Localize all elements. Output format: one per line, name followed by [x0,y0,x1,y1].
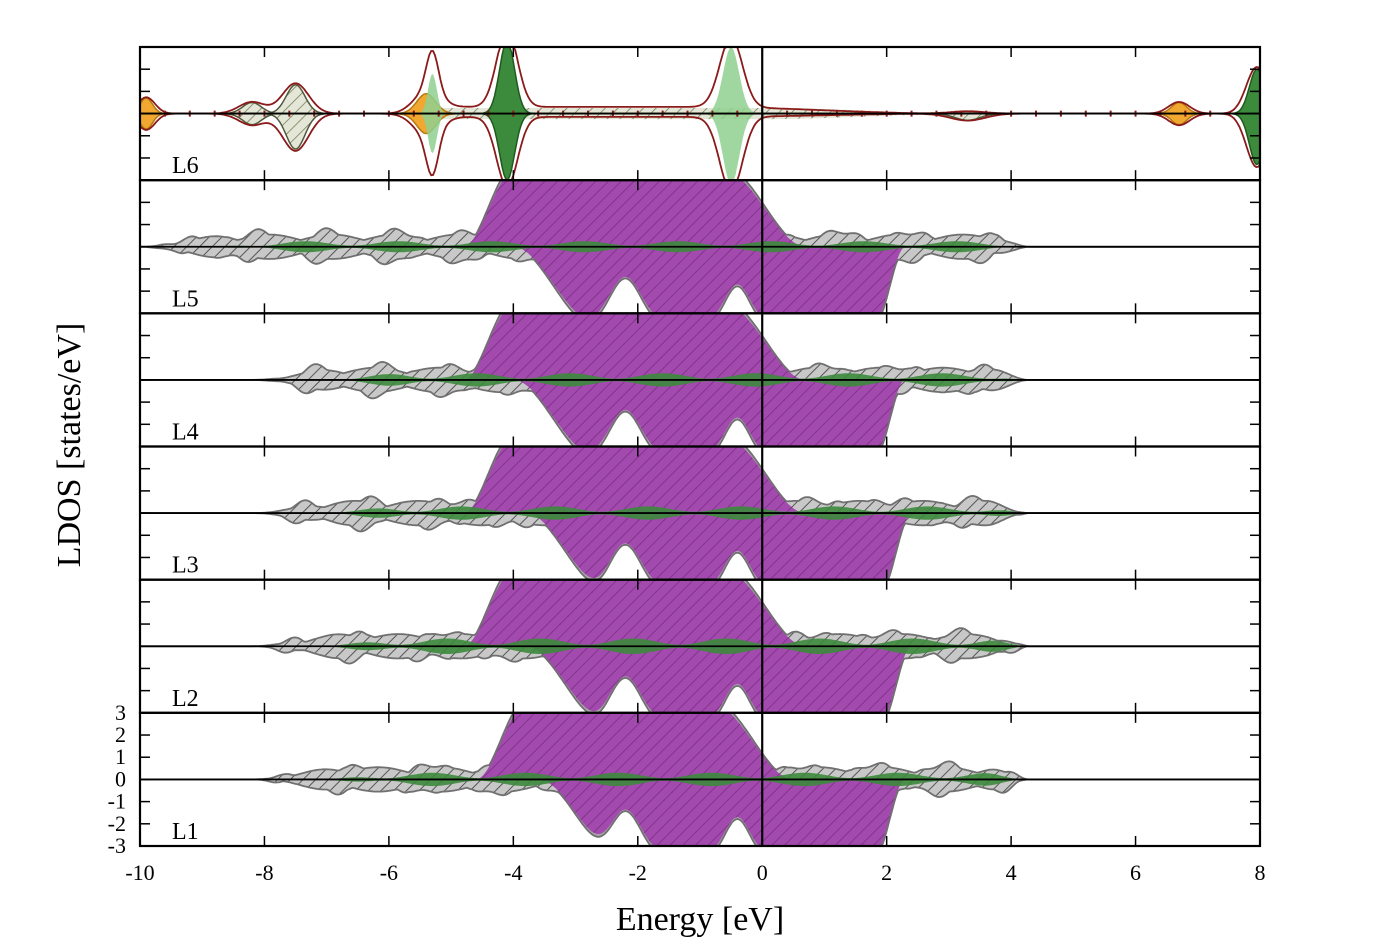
y-tick-label: -2 [108,811,126,836]
y-tick-label: -3 [108,833,126,858]
panel-l3 [140,446,1260,580]
x-tick-label: 8 [1255,860,1266,885]
x-tick-label: 2 [881,860,892,885]
l6-peak-5 [140,47,1260,181]
x-tick-label: 6 [1130,860,1141,885]
x-tick-label: 0 [757,860,768,885]
x-tick-label: -10 [125,860,154,885]
x-tick-label: -4 [504,860,522,885]
x-tick-label: -8 [255,860,273,885]
panel-l6 [140,47,1260,181]
y-tick-label: 3 [115,700,126,725]
panel-label-l2: L2 [172,686,199,712]
panel-label-l6: L6 [172,153,199,179]
y-axis-label: LDOS [states/eV] [51,323,88,568]
panel-label-l4: L4 [172,420,199,446]
x-tick-label: 4 [1006,860,1017,885]
y-tick-label: 1 [115,744,126,769]
panel-label-l3: L3 [172,553,199,579]
panel-label-l5: L5 [172,286,199,312]
x-tick-label: -2 [629,860,647,885]
x-tick-label: -6 [380,860,398,885]
panel-l1 [140,712,1260,846]
panel-label-l1: L1 [172,819,199,845]
panel-l2 [140,579,1260,713]
panel-l4 [140,313,1260,447]
panel-l5 [140,180,1260,314]
y-tick-label: -1 [108,789,126,814]
y-tick-label: 2 [115,722,126,747]
x-axis-label: Energy [eV] [616,901,784,938]
y-tick-label: 0 [115,766,126,791]
